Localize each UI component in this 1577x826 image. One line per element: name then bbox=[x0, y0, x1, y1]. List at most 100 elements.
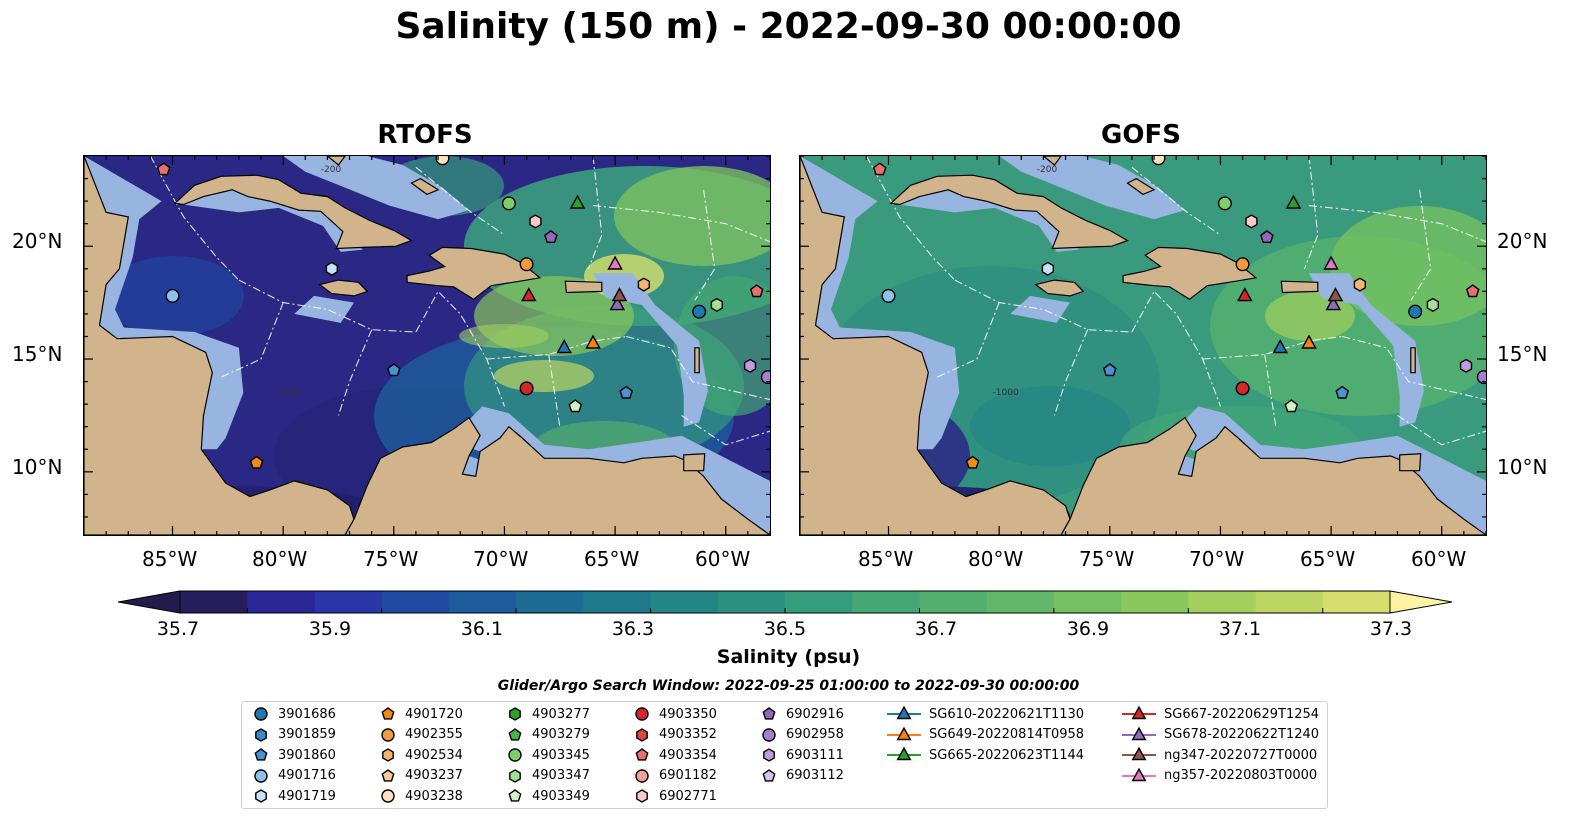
land-bahamas1 bbox=[1042, 156, 1062, 166]
map-panel-rtofs[interactable]: -200 -1000 bbox=[83, 155, 771, 536]
shelf-area bbox=[890, 189, 1079, 252]
colorbar-tick-label: 35.7 bbox=[156, 618, 200, 640]
legend-marker-icon bbox=[381, 768, 395, 782]
land-jamaica bbox=[1034, 279, 1085, 297]
legend-marker bbox=[254, 768, 268, 783]
legend-marker-icon bbox=[887, 705, 921, 720]
marker-4903349 bbox=[568, 399, 583, 413]
lon-label-rtofs-80w: 80°W bbox=[252, 547, 308, 571]
marker-SG649-20220814T0958 bbox=[1301, 334, 1317, 349]
legend-marker-icon bbox=[255, 789, 267, 803]
colorbar-segment bbox=[1188, 591, 1257, 613]
colorbar-tick-label: 36.5 bbox=[763, 618, 807, 640]
legend-marker-icon bbox=[636, 727, 648, 742]
legend-item: 4902534 bbox=[379, 745, 463, 765]
lon-label-rtofs-70w: 70°W bbox=[473, 547, 529, 571]
lon-label-gofs-70w: 70°W bbox=[1189, 547, 1245, 571]
search-window-label: Glider/Argo Search Window: 2022-09-25 01… bbox=[497, 678, 1080, 694]
observation-markers bbox=[156, 156, 770, 469]
land-centralAmerica bbox=[84, 156, 355, 535]
lon-label-gofs-65w: 65°W bbox=[1300, 547, 1356, 571]
legend-marker bbox=[508, 727, 522, 741]
legend-marker-icon bbox=[254, 768, 268, 783]
legend-marker-icon bbox=[381, 707, 395, 720]
boundary-line bbox=[865, 156, 956, 281]
observation-markers bbox=[872, 156, 1486, 469]
legend-marker-icon bbox=[381, 727, 395, 742]
legend-label: 6902916 bbox=[786, 706, 844, 722]
boundary-line bbox=[337, 329, 373, 416]
legend-item: SG665-20220623T1144 bbox=[887, 745, 1084, 765]
marker-4903350 bbox=[1235, 381, 1250, 396]
colorbar-segment bbox=[314, 591, 383, 613]
shelf-area bbox=[283, 156, 469, 220]
marker-3901860 bbox=[1335, 385, 1350, 399]
boundary-line bbox=[1053, 329, 1089, 416]
colorbar-segment bbox=[1255, 591, 1324, 613]
marker-4903349 bbox=[1284, 399, 1299, 413]
land-bahamas2 bbox=[1126, 177, 1156, 196]
marker-4903238 bbox=[1151, 156, 1166, 166]
legend-item: ng357-20220803T0000 bbox=[1122, 766, 1317, 786]
legend-item: 4903354 bbox=[633, 745, 717, 765]
marker-ng347-20220727T0000 bbox=[1327, 287, 1344, 302]
legend-marker-icon bbox=[1122, 705, 1156, 720]
legend-item: 3901859 bbox=[252, 725, 336, 745]
colorbar-segment bbox=[785, 591, 853, 613]
legend-label: 4903352 bbox=[659, 727, 717, 742]
legend-item: 6903111 bbox=[760, 745, 844, 765]
map-rtofs: -200 -1000 bbox=[84, 156, 770, 535]
marker-SG649-20220814T0958 bbox=[585, 334, 601, 349]
eez-boundaries bbox=[865, 156, 1486, 446]
marker-4903347 bbox=[1426, 297, 1439, 313]
legend-marker-icon bbox=[887, 746, 921, 761]
axis-ticks bbox=[84, 156, 770, 535]
legend-label: 4901720 bbox=[405, 706, 463, 722]
legend-item: SG649-20220814T0958 bbox=[887, 725, 1084, 745]
legend-marker bbox=[509, 768, 521, 783]
legend-label: 6902958 bbox=[786, 727, 844, 742]
lat-label-left-20n: 20°N bbox=[12, 229, 63, 253]
legend-marker bbox=[1131, 746, 1147, 761]
legend-label: SG678-20220622T1240 bbox=[1164, 727, 1320, 742]
marker-3901860 bbox=[619, 385, 634, 399]
legend-marker bbox=[255, 789, 267, 803]
legend-marker-icon bbox=[887, 726, 921, 740]
boundary-line bbox=[936, 302, 1000, 378]
legend-marker-icon bbox=[763, 748, 775, 762]
shelf-area bbox=[593, 273, 708, 427]
colorbar-segment bbox=[852, 591, 921, 613]
marker-4903238 bbox=[435, 156, 450, 166]
shelf-area bbox=[449, 406, 770, 535]
colorbar-segment bbox=[516, 591, 584, 613]
colorbar-tick-label: 36.3 bbox=[611, 618, 655, 640]
colorbar-segment bbox=[1053, 591, 1122, 613]
legend-marker bbox=[635, 748, 649, 761]
marker-4901720 bbox=[249, 455, 264, 469]
legend-marker bbox=[636, 789, 648, 803]
colorbar-tick-label: 36.1 bbox=[460, 618, 504, 640]
marker-SG678-20220622T1240 bbox=[1325, 296, 1342, 311]
marker-6903111 bbox=[743, 358, 757, 373]
eez-boundaries bbox=[149, 156, 770, 446]
legend-marker-icon bbox=[635, 748, 649, 761]
marker-6903111 bbox=[1459, 358, 1473, 373]
marker-6902771 bbox=[1245, 214, 1258, 229]
legend-item: 6901182 bbox=[633, 766, 717, 786]
legend-label: 4903279 bbox=[532, 727, 590, 742]
shelf-area bbox=[174, 189, 363, 252]
legend-item: 4903238 bbox=[379, 786, 463, 806]
land-trinidad bbox=[683, 453, 706, 472]
legend-label: SG610-20220621T1130 bbox=[929, 706, 1085, 722]
land-hispaniola bbox=[1122, 246, 1258, 301]
legend-item: 3901860 bbox=[252, 745, 336, 765]
marker-SG665-20220623T1144 bbox=[1285, 194, 1302, 209]
legend-marker-icon bbox=[762, 768, 776, 782]
marker-4901716 bbox=[881, 288, 896, 303]
marker-ng347-20220727T0000 bbox=[611, 287, 628, 302]
legend-marker bbox=[509, 707, 521, 721]
land-jamaica bbox=[318, 279, 369, 297]
map-panel-gofs[interactable]: -200 -1000 bbox=[799, 155, 1487, 536]
legend-label: 3901686 bbox=[278, 706, 336, 722]
lat-label-right-10n: 10°N bbox=[1497, 455, 1548, 479]
